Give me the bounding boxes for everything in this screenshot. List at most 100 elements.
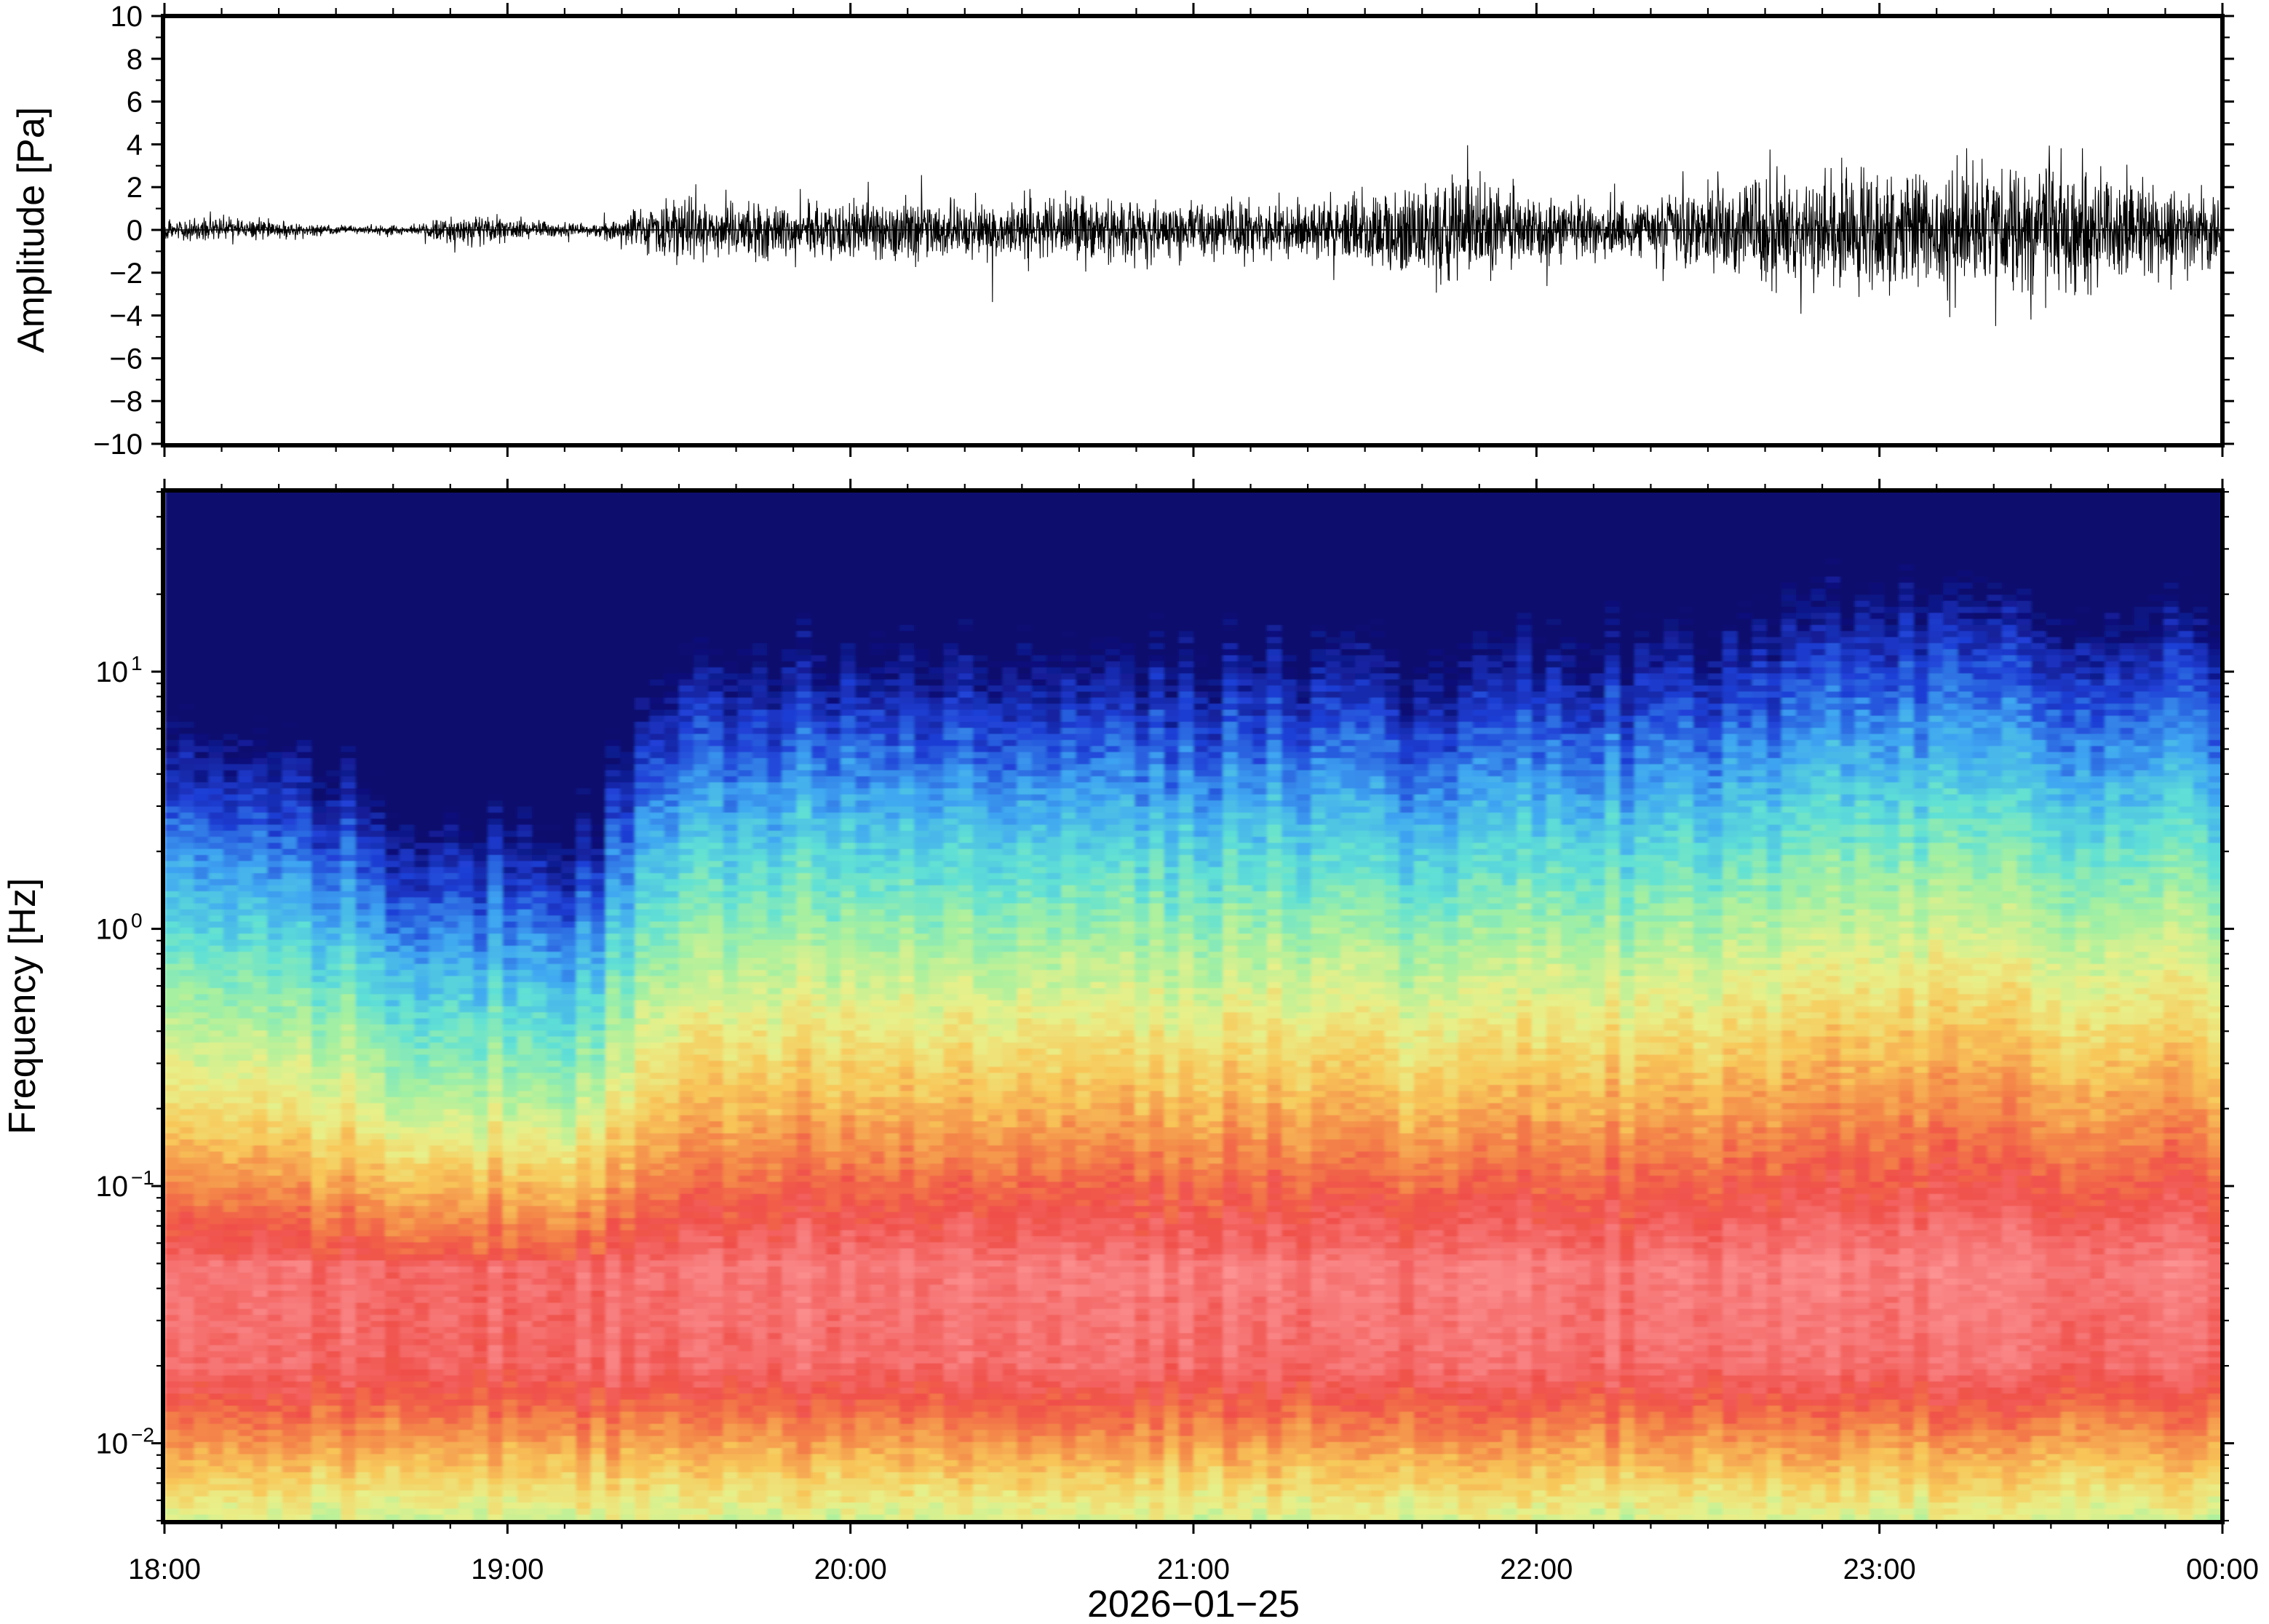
- spectrogram-cell: [164, 1218, 180, 1225]
- spectrogram-cell: [561, 1400, 576, 1406]
- spectrogram-cell: [414, 1006, 429, 1013]
- spectrogram-cell: [253, 1048, 268, 1055]
- spectrogram-cell: [400, 1242, 415, 1249]
- spectrogram-cell: [238, 1024, 253, 1031]
- spectrogram-cell: [253, 1490, 268, 1497]
- spectrogram-cell: [547, 656, 562, 662]
- spectrogram-cell: [503, 1267, 518, 1273]
- spectrogram-cell: [532, 1369, 547, 1376]
- spectrogram-cell: [458, 1121, 474, 1128]
- spectrogram-cell: [488, 861, 503, 867]
- spectrogram-cell: [429, 1285, 445, 1291]
- spectrogram-cell: [488, 1079, 503, 1086]
- spectrogram-cell: [209, 1508, 224, 1515]
- spectrogram-cell: [532, 843, 547, 849]
- spectrogram-cell: [223, 649, 239, 656]
- spectrogram-cell: [370, 570, 386, 577]
- spectrogram-cell: [385, 510, 400, 517]
- spectrogram-cell: [356, 855, 371, 861]
- spectrogram-cell: [532, 885, 547, 892]
- spectrogram-cell: [444, 1508, 459, 1515]
- spectrogram-cell: [547, 915, 562, 922]
- spectrogram-cell: [194, 764, 209, 771]
- spectrogram-cell: [253, 1024, 268, 1031]
- spectrogram-cell: [576, 516, 592, 522]
- spectrogram-cell: [194, 813, 209, 819]
- spectrogram-cell: [385, 1152, 400, 1158]
- spectrogram-cell: [400, 1297, 415, 1303]
- spectrogram-cell: [326, 897, 341, 904]
- spectrogram-cell: [311, 1218, 327, 1225]
- spectrogram-cell: [356, 782, 371, 789]
- spectrogram-cell: [517, 680, 533, 686]
- spectrogram-cell: [253, 1085, 268, 1091]
- spectrogram-cell: [179, 1055, 194, 1062]
- spectrogram-cell: [444, 982, 459, 989]
- spectrogram-cell: [223, 709, 239, 716]
- spectrogram-cell: [253, 1121, 268, 1128]
- spectrogram-cell: [253, 625, 268, 632]
- spectrogram-cell: [164, 1254, 180, 1261]
- spectrogram-cell: [311, 576, 327, 583]
- spectrogram-cell: [194, 565, 209, 571]
- spectrogram-cell: [341, 1351, 356, 1358]
- spectrogram-cell: [297, 1297, 312, 1303]
- spectrogram-cell: [267, 1043, 282, 1049]
- spectrogram-cell: [547, 1103, 562, 1110]
- spectrogram-cell: [267, 1254, 282, 1261]
- spectrogram-cell: [164, 1121, 180, 1128]
- spectrogram-cell: [576, 970, 592, 976]
- spectrogram-cell: [503, 522, 518, 529]
- spectrogram-cell: [297, 607, 312, 613]
- spectrogram-cell: [238, 510, 253, 517]
- spectrogram-cell: [458, 1400, 474, 1406]
- spectrogram-cell: [326, 1085, 341, 1091]
- spectrogram-cell: [209, 601, 224, 608]
- spectrogram-cell: [297, 855, 312, 861]
- spectrogram-cell: [311, 1291, 327, 1297]
- spectrogram-cell: [326, 1249, 341, 1255]
- spectrogram-cell: [179, 1412, 194, 1418]
- spectrogram-cell: [194, 909, 209, 916]
- spectrogram-cell: [253, 1285, 268, 1291]
- spectrogram-cell: [311, 782, 327, 789]
- spectrogram-cell: [473, 1490, 488, 1497]
- spectrogram-cell: [267, 1333, 282, 1340]
- spectrogram-cell: [341, 619, 356, 626]
- spectrogram-cell: [458, 946, 474, 952]
- spectrogram-cell: [400, 1508, 415, 1515]
- spectrogram-cell: [356, 716, 371, 723]
- spectrogram-cell: [311, 1351, 327, 1358]
- spectrogram-cell: [238, 1103, 253, 1110]
- spectrogram-cell: [458, 1091, 474, 1097]
- spectrogram-cell: [370, 1200, 386, 1206]
- spectrogram-cell: [400, 964, 415, 971]
- spectrogram-cell: [503, 1260, 518, 1267]
- spectrogram-cell: [209, 1466, 224, 1473]
- spectrogram-cell: [341, 1212, 356, 1219]
- spectrogram-cell: [326, 728, 341, 734]
- spectrogram-cell: [209, 1502, 224, 1509]
- spectrogram-cell: [400, 1152, 415, 1158]
- spectrogram-cell: [429, 964, 445, 971]
- spectrogram-cell: [547, 789, 562, 795]
- spectrogram-cell: [179, 492, 194, 498]
- spectrogram-cell: [356, 1400, 371, 1406]
- spectrogram-cell: [341, 1285, 356, 1291]
- spectrogram-cell: [547, 649, 562, 656]
- spectrogram-cell: [561, 1260, 576, 1267]
- spectrogram-cell: [253, 680, 268, 686]
- spectrogram-cell: [429, 1297, 445, 1303]
- spectrogram-cell: [326, 570, 341, 577]
- spectrogram-cell: [473, 625, 488, 632]
- spectrogram-cell: [356, 970, 371, 976]
- spectrogram-cell: [503, 1406, 518, 1412]
- spectrogram-cell: [209, 1278, 224, 1285]
- spectrogram-cell: [297, 1236, 312, 1243]
- spectrogram-cell: [488, 510, 503, 517]
- spectrogram-cell: [517, 1369, 533, 1376]
- spectrogram-cell: [311, 1327, 327, 1334]
- spectrogram-cell: [253, 1230, 268, 1237]
- spectrogram-cell: [532, 1490, 547, 1497]
- spectrogram-cell: [400, 1127, 415, 1134]
